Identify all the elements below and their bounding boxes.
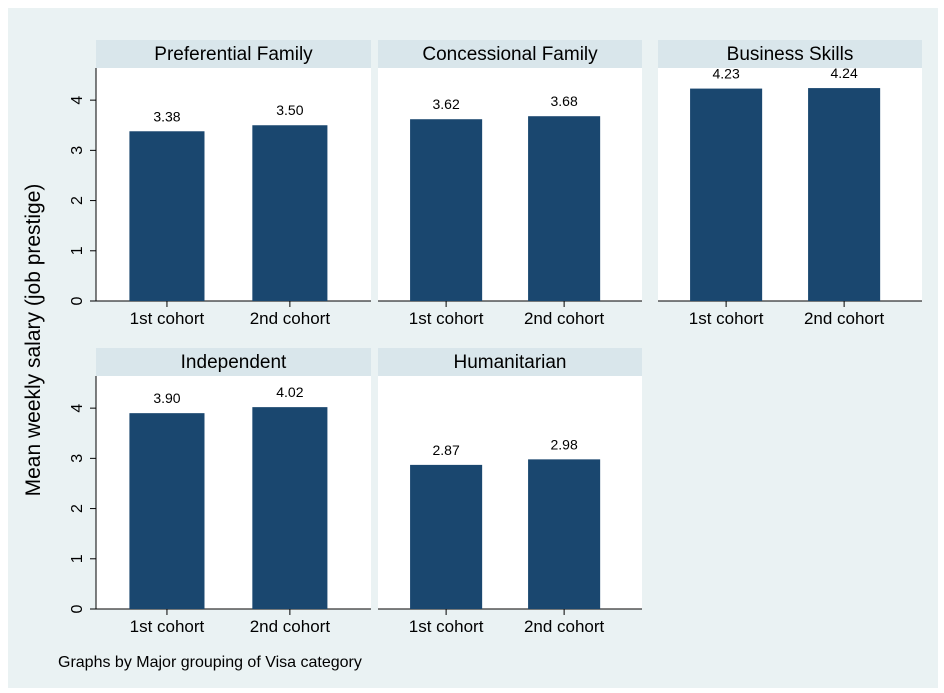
x-tick-label: 1st cohort bbox=[409, 617, 484, 636]
x-tick-label: 1st cohort bbox=[130, 617, 205, 636]
value-label: 3.38 bbox=[153, 108, 180, 124]
y-tick-label: 1 bbox=[69, 554, 86, 563]
x-tick-label: 1st cohort bbox=[689, 309, 764, 328]
bar bbox=[808, 88, 881, 301]
y-tick-label: 4 bbox=[69, 96, 86, 105]
x-tick-label: 2nd cohort bbox=[250, 617, 331, 636]
y-tick-label: 0 bbox=[69, 604, 86, 613]
y-axis-label: Mean weekly salary (job prestige) bbox=[22, 184, 45, 497]
y-tick-label: 4 bbox=[69, 404, 86, 413]
value-label: 4.24 bbox=[830, 65, 857, 81]
value-label: 4.02 bbox=[276, 384, 303, 400]
panel-title: Humanitarian bbox=[454, 352, 567, 373]
bar bbox=[129, 131, 205, 301]
value-label: 3.62 bbox=[432, 96, 459, 112]
bar bbox=[410, 119, 483, 302]
y-tick-label: 3 bbox=[69, 146, 86, 155]
bar bbox=[410, 464, 483, 609]
note: Graphs by Major grouping of Visa categor… bbox=[58, 654, 362, 671]
panel-title: Independent bbox=[181, 352, 287, 373]
title-strip bbox=[658, 40, 922, 68]
title-strip bbox=[378, 348, 642, 376]
bar bbox=[528, 116, 601, 301]
value-label: 3.90 bbox=[153, 390, 180, 406]
value-label: 3.50 bbox=[276, 102, 303, 118]
y-tick-label: 1 bbox=[69, 246, 86, 255]
y-tick-label: 3 bbox=[69, 454, 86, 463]
x-tick-label: 2nd cohort bbox=[524, 617, 605, 636]
bar bbox=[690, 88, 763, 301]
title-strip bbox=[378, 40, 642, 68]
panel-title: Preferential Family bbox=[154, 44, 313, 65]
value-label: 3.68 bbox=[550, 93, 577, 109]
value-label: 2.98 bbox=[550, 436, 577, 452]
title-strip bbox=[96, 40, 371, 68]
x-tick-label: 2nd cohort bbox=[804, 309, 885, 328]
x-tick-label: 2nd cohort bbox=[524, 309, 605, 328]
value-label: 4.23 bbox=[712, 66, 739, 82]
panel-title: Concessional Family bbox=[422, 44, 598, 65]
x-tick-label: 1st cohort bbox=[409, 309, 484, 328]
bar bbox=[252, 125, 328, 301]
bar bbox=[129, 413, 205, 609]
value-label: 2.87 bbox=[432, 442, 459, 458]
y-tick-label: 2 bbox=[69, 504, 86, 513]
x-tick-label: 2nd cohort bbox=[250, 309, 331, 328]
y-tick-label: 0 bbox=[69, 296, 86, 305]
bar bbox=[252, 407, 328, 609]
panel-title: Business Skills bbox=[727, 44, 854, 65]
y-tick-label: 2 bbox=[69, 196, 86, 205]
bar bbox=[528, 459, 601, 609]
title-strip bbox=[96, 348, 371, 376]
x-tick-label: 1st cohort bbox=[130, 309, 205, 328]
